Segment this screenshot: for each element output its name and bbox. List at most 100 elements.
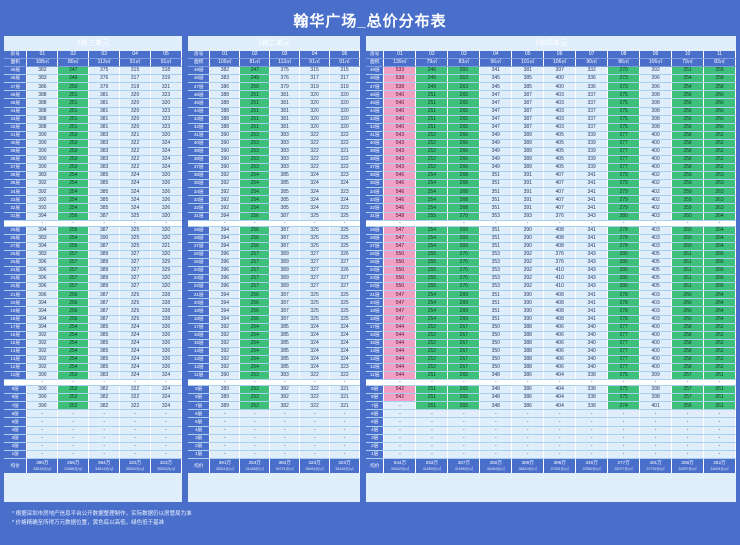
price-cell: 259 <box>671 187 704 197</box>
floor-label: 2层 <box>366 442 385 451</box>
average-cell: 396万 37351元/㎡ <box>543 458 577 473</box>
price-cell: 382 <box>269 385 301 395</box>
price-cell: 324 <box>150 163 182 173</box>
floor-label: 8层 <box>366 393 385 403</box>
price-cell: 408 <box>543 298 577 308</box>
block-1-3: 1栋三单元 房号 01 02 03 04 05 面积 108㎡ 80㎡ 113㎡ 91㎡ 91㎡ 49层… <box>4 36 182 502</box>
price-cell: 390 <box>26 155 59 165</box>
price-cell: 390 <box>26 393 59 403</box>
price-cell: 403 <box>639 298 673 308</box>
price-cell: 400 <box>639 355 673 364</box>
price-cell: 383 <box>26 250 59 259</box>
price-cell: 388 <box>209 123 241 132</box>
price-cell: 544 <box>383 363 417 373</box>
price-cell: - <box>479 220 513 227</box>
floor-row: 44层 388 251 381 320 323 <box>4 107 182 116</box>
price-cell: 267 <box>447 331 481 340</box>
price-cell: 392 <box>26 203 59 213</box>
price-cell: 406 <box>543 347 577 356</box>
price-cell: 260 <box>671 315 704 324</box>
block-title: 1栋四单元 <box>535 40 567 47</box>
price-cell: 382 <box>88 385 121 395</box>
price-cell: 382 <box>88 393 121 403</box>
average-total: 401万 <box>649 459 662 465</box>
floor-row: 5层 - - - - - <box>4 417 182 427</box>
block-title: 1栋三单元 <box>77 40 109 47</box>
price-cell: 319 <box>329 82 360 92</box>
price-cell: 254 <box>239 339 271 348</box>
average-cell: 384万 34721元/㎡ <box>269 458 301 473</box>
floor-row: 4层 - - - - - <box>188 426 360 435</box>
price-cell: 254 <box>415 195 449 205</box>
price-cell: 550 <box>383 250 417 259</box>
price-cell: - <box>575 450 609 459</box>
price-cell: 381 <box>88 123 121 132</box>
price-cell: 325 <box>299 306 331 316</box>
price-cell: 270 <box>447 250 481 259</box>
price-cell: 325 <box>299 234 331 243</box>
floor-row: 23层 396 257 389 327 320 <box>4 274 182 284</box>
price-cell: 254 <box>57 347 90 356</box>
price-cell: 254 <box>239 179 271 189</box>
unit-header-row: 房号 01 02 03 04 05 06 07 08 09 10 11 <box>366 51 736 60</box>
price-cell: 254 <box>57 355 90 364</box>
floor-row: 36层 546 254 268 351 391 407 341 279 402 259 263 <box>366 171 736 181</box>
floor-label: 9层 <box>188 385 211 395</box>
price-cell: 392 <box>26 331 59 340</box>
floor-label: 8层 <box>4 393 28 403</box>
price-cell: 337 <box>575 107 609 116</box>
price-cell: - <box>209 434 241 443</box>
price-cell: - <box>543 450 577 459</box>
price-cell: 386 <box>511 401 545 411</box>
price-cell: 337 <box>575 115 609 124</box>
average-cell: 401万 37792元/㎡ <box>639 458 673 473</box>
floor-label: 3层 <box>4 434 28 443</box>
unit-number: 08 <box>607 51 641 60</box>
price-cell: 254 <box>57 323 90 332</box>
price-cell: 280 <box>607 250 641 259</box>
floor-row: 22层 396 257 389 327 327 <box>188 282 360 292</box>
price-cell: 389 <box>511 163 545 173</box>
price-cell: 269 <box>447 315 481 324</box>
price-cell: 398 <box>639 385 673 395</box>
price-cell: 275 <box>607 115 641 124</box>
price-cell: 340 <box>575 355 609 364</box>
price-cell: 317 <box>329 74 360 84</box>
average-unit-price: 38610元/㎡ <box>518 466 537 471</box>
floor-label: 45层 <box>4 98 28 108</box>
price-cell: 277 <box>607 163 641 173</box>
floor-label: 27层 <box>4 242 28 251</box>
floor-row: 41层 390 253 383 321 320 <box>4 131 182 140</box>
price-cell: 407 <box>543 195 577 205</box>
price-cell: 392 <box>26 179 59 189</box>
price-cell: 388 <box>511 331 545 340</box>
price-cell: 540 <box>383 123 417 132</box>
price-cell: 253 <box>239 147 271 157</box>
price-cell: 265 <box>447 393 481 403</box>
floor-row: 49层 533 246 260 341 381 397 332 270 392 251 255 <box>366 66 736 76</box>
floor-row: 38层 390 253 383 322 322 <box>188 155 360 165</box>
price-cell: 385 <box>269 171 301 181</box>
price-cell: 387 <box>88 290 121 300</box>
floor-row: 7层 389 252 382 322 321 <box>188 401 360 411</box>
price-cell: 279 <box>607 179 641 189</box>
floor-label: 32层 <box>366 203 385 213</box>
floor-label: 36层 <box>188 171 211 181</box>
floor-row: 24层 396 257 389 327 326 <box>188 266 360 276</box>
price-cell: 251 <box>415 90 449 100</box>
average-unit-price: 35445元/㎡ <box>335 466 354 471</box>
price-cell: 547 <box>383 234 417 243</box>
floor-label: 5层 <box>4 417 28 427</box>
price-cell: 381 <box>269 90 301 100</box>
floor-row: 44层 540 251 265 347 387 403 337 275 398 256 260 <box>366 107 736 116</box>
price-cell: 250 <box>239 82 271 92</box>
floor-label: 24层 <box>366 266 385 276</box>
price-cell: 400 <box>543 82 577 92</box>
price-cell: - <box>119 417 152 427</box>
price-cell: - <box>88 417 121 427</box>
price-cell: 396 <box>26 282 59 292</box>
price-cell: 351 <box>479 171 513 181</box>
floor-row: 20层 547 254 269 351 390 408 341 278 403 260 264 <box>366 298 736 308</box>
price-cell: 269 <box>447 306 481 316</box>
price-cell: 398 <box>639 107 673 116</box>
